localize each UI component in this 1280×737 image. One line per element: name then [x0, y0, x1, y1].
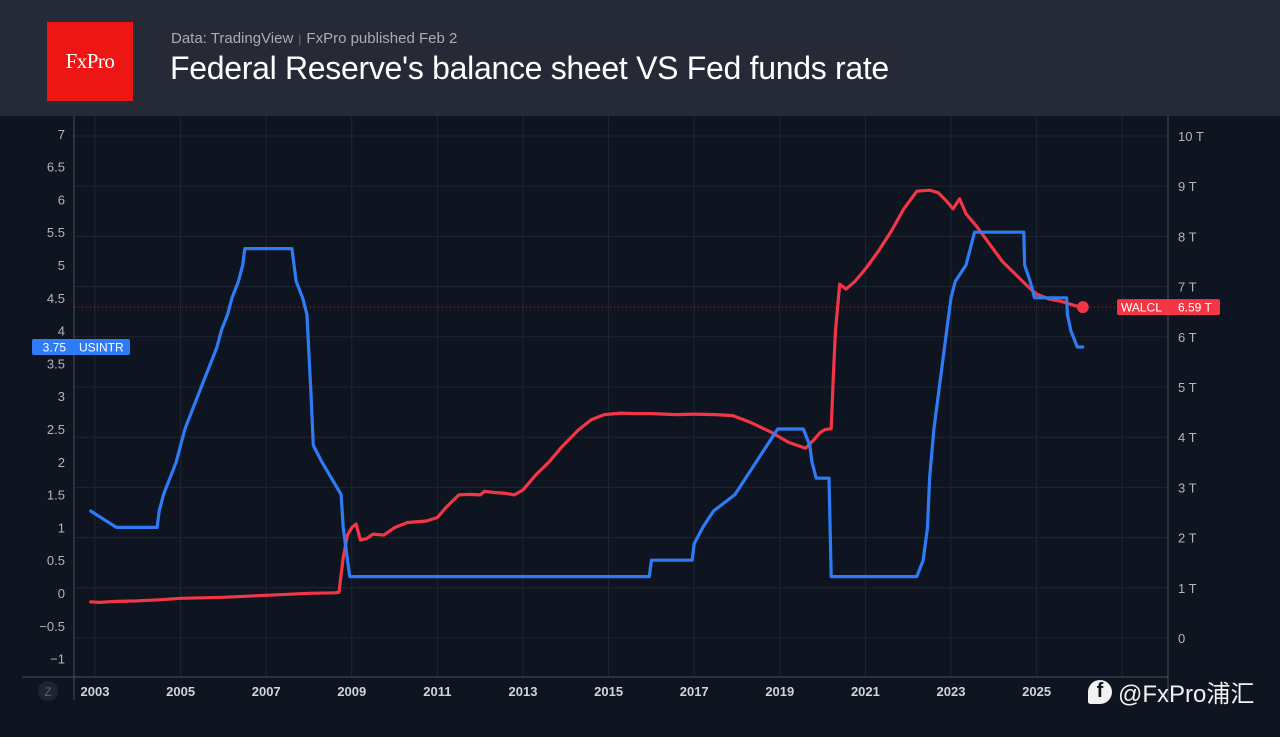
left-tick-label: 1.5 [47, 488, 65, 503]
right-tick-label: 5 T [1178, 380, 1197, 395]
right-tick-label: 7 T [1178, 280, 1197, 295]
left-tick-label: 0 [58, 586, 65, 601]
chart-title: Federal Reserve's balance sheet VS Fed f… [170, 50, 889, 87]
right-tick-label: 1 T [1178, 581, 1197, 596]
left-tick-label: 5.5 [47, 225, 65, 240]
facebook-icon: f [1088, 680, 1112, 704]
x-tick-label: 2009 [337, 684, 366, 699]
x-tick-label: 2007 [252, 684, 281, 699]
x-tick-label: 2025 [1022, 684, 1051, 699]
series-line-walcl [91, 190, 1083, 602]
scale-button-label: Z [44, 685, 51, 699]
usintr-tag-name: USINTR [79, 341, 124, 355]
left-tick-label: −0.5 [39, 619, 65, 634]
usintr-tag-value: 3.75 [43, 341, 67, 355]
left-tick-label: 3.5 [47, 356, 65, 371]
logo-text: FxPro [66, 49, 115, 74]
right-tick-label: 4 T [1178, 430, 1197, 445]
left-tick-label: 0.5 [47, 553, 65, 568]
right-tick-label: 8 T [1178, 229, 1197, 244]
chart-area: 7 6.5 6 5.5 5 4.5 4 3.5 3 2.5 2 1.5 1 0.5 0 −0.5 −1 10 T 9… [0, 116, 1280, 732]
x-tick-label: 2005 [166, 684, 195, 699]
x-tick-label: 2003 [81, 684, 110, 699]
right-tick-label: 9 T [1178, 179, 1197, 194]
walcl-last-point [1077, 301, 1089, 313]
left-tick-label: 4 [58, 324, 65, 339]
right-tick-label: 3 T [1178, 480, 1197, 495]
right-tick-label: 2 T [1178, 531, 1197, 546]
x-tick-label: 2011 [423, 684, 451, 699]
header: FxPro Data: TradingView | FxPro published … [0, 0, 1280, 116]
published-date: FxPro published Feb 2 [306, 30, 457, 47]
separator: | [298, 32, 301, 46]
left-tick-label: 4.5 [47, 291, 65, 306]
x-tick-label: 2023 [937, 684, 966, 699]
left-tick-label: 2 [58, 455, 65, 470]
left-tick-label: −1 [50, 652, 65, 667]
walcl-tag-name: WALCL [1121, 301, 1162, 315]
fxpro-logo: FxPro [47, 22, 133, 101]
x-tick-label: 2019 [765, 684, 794, 699]
left-tick-label: 6.5 [47, 160, 65, 175]
left-tick-label: 7 [58, 127, 65, 142]
left-tick-label: 5 [58, 258, 65, 273]
left-tick-label: 2.5 [47, 422, 65, 437]
right-tick-label: 0 [1178, 631, 1185, 646]
left-tick-label: 6 [58, 192, 65, 207]
walcl-tag-value: 6.59 T [1178, 301, 1212, 315]
left-tick-label: 1 [58, 520, 65, 535]
x-tick-label: 2013 [509, 684, 538, 699]
chart-svg[interactable]: 7 6.5 6 5.5 5 4.5 4 3.5 3 2.5 2 1.5 1 0.5 0 −0.5 −1 10 T 9… [0, 116, 1280, 732]
right-tick-label: 6 T [1178, 330, 1197, 345]
source-line: Data: TradingView | FxPro published Feb 2 [171, 30, 457, 47]
series-line-usintr [91, 232, 1083, 576]
x-tick-label: 2015 [594, 684, 623, 699]
watermark-text: @FxPro浦汇 [1118, 674, 1254, 709]
x-tick-label: 2017 [680, 684, 709, 699]
right-tick-label: 10 T [1178, 129, 1204, 144]
left-tick-label: 3 [58, 389, 65, 404]
data-source: Data: TradingView [171, 30, 293, 47]
watermark: f @FxPro浦汇 [1088, 674, 1254, 709]
x-tick-label: 2021 [851, 684, 880, 699]
